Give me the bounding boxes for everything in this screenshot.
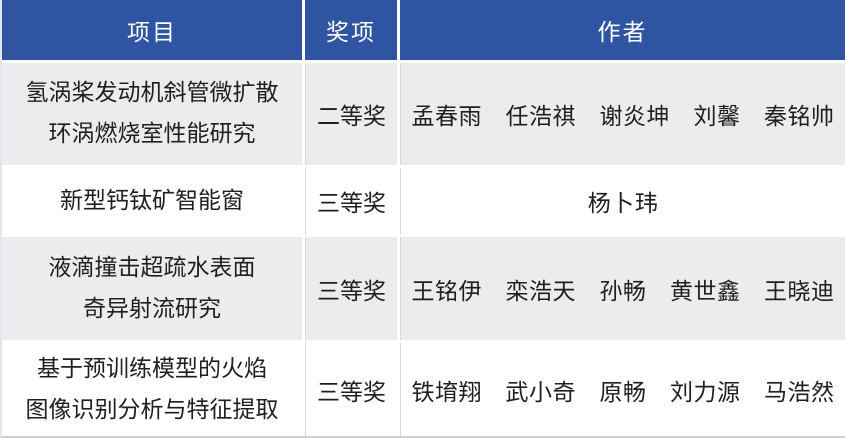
project-cell-row2: 新型钙钛矿智能窗	[2, 168, 302, 234]
project-cell-row1: 氢涡桨发动机斜管微扩散 环涡燃烧室性能研究	[2, 63, 302, 165]
authors-cell-row3: 王铭伊 栾浩天 孙畅 黄世鑫 王晓迪	[400, 237, 845, 340]
award-cell-row2: 三等奖	[305, 168, 397, 234]
project-cell-row3: 液滴撞击超疏水表面 奇异射流研究	[2, 237, 302, 340]
award-cell-row1: 二等奖	[305, 63, 397, 165]
project-cell-row4: 基于预训练模型的火焰 图像识别分析与特征提取	[2, 343, 302, 436]
authors-cell-row2: 杨卜玮	[400, 168, 845, 234]
award-cell-row3: 三等奖	[305, 237, 397, 340]
column-header-authors: 作者	[400, 0, 845, 60]
column-header-project: 项目	[2, 0, 302, 60]
authors-cell-row4: 铁堉翔 武小奇 原畅 刘力源 马浩然	[400, 343, 845, 436]
award-cell-row4: 三等奖	[305, 343, 397, 436]
authors-cell-row1: 孟春雨 任浩祺 谢炎坤 刘馨 秦铭帅	[400, 63, 845, 165]
column-header-award: 奖项	[305, 0, 397, 60]
